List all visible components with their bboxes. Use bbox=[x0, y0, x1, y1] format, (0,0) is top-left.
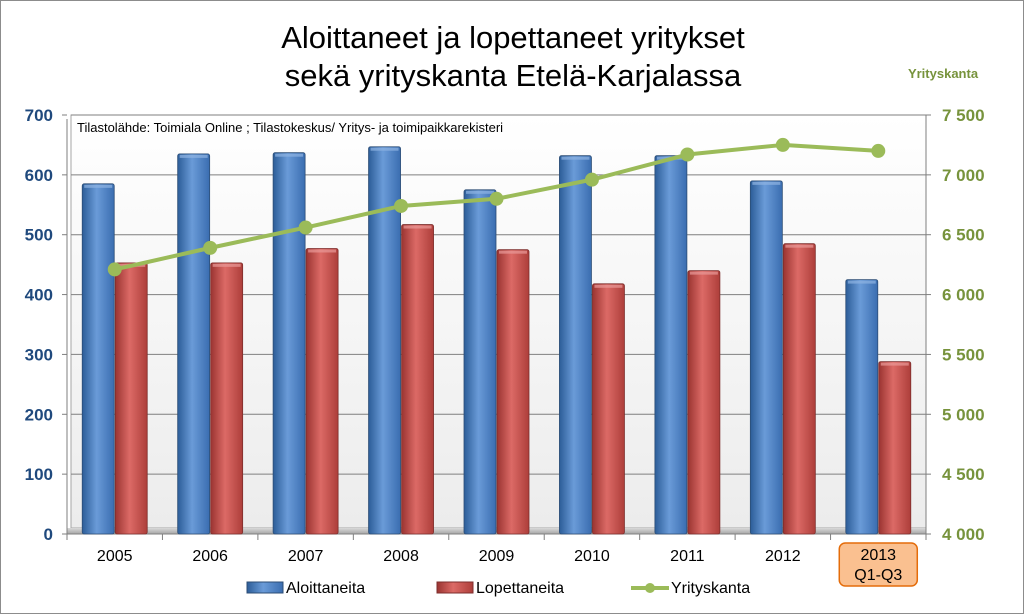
bar-started bbox=[463, 189, 497, 535]
bar-started-top bbox=[370, 147, 399, 151]
plot-floor bbox=[67, 528, 926, 534]
legend-swatch-started bbox=[246, 581, 284, 594]
bar-started bbox=[845, 279, 879, 535]
bar-started bbox=[654, 155, 688, 535]
bar-ended bbox=[592, 283, 625, 535]
bar-ended-top bbox=[880, 362, 909, 366]
stock-point bbox=[871, 143, 886, 158]
x-tick-label: 2006 bbox=[192, 548, 228, 565]
x-tick-label: Q1-Q3 bbox=[854, 567, 902, 584]
bar-ended bbox=[496, 249, 530, 535]
bar-ended bbox=[305, 248, 339, 535]
stock-point bbox=[680, 147, 695, 162]
left-tick-label: 600 bbox=[25, 166, 53, 185]
legend: Aloittaneita Lopettaneita Yrityskanta bbox=[246, 580, 750, 597]
right-tick-label: 5 500 bbox=[942, 345, 985, 364]
bar-ended-top bbox=[499, 250, 527, 254]
chart-title-line-2: sekä yrityskanta Etelä-Karjalassa bbox=[285, 58, 742, 93]
x-tick-label: 2008 bbox=[383, 548, 419, 565]
bar-started-top bbox=[752, 181, 781, 185]
bar-started bbox=[368, 146, 401, 535]
bar-ended-top bbox=[594, 284, 623, 288]
bar-started-top bbox=[847, 280, 876, 284]
bar-started-top bbox=[466, 190, 494, 194]
x-tick-label: 2012 bbox=[765, 548, 801, 565]
bars bbox=[81, 146, 912, 535]
bar-started bbox=[272, 152, 306, 535]
x-tick-label: 2011 bbox=[670, 548, 705, 565]
bar-started bbox=[749, 180, 783, 535]
x-tick-label: 2013 bbox=[860, 547, 896, 564]
bar-started bbox=[177, 153, 211, 535]
right-tick-label: 4 500 bbox=[942, 465, 985, 484]
bar-ended-top bbox=[308, 249, 337, 253]
bar-ended-top bbox=[212, 263, 241, 267]
bar-started-top bbox=[561, 156, 590, 160]
stock-point bbox=[775, 137, 790, 152]
source-note: Tilastolähde: Toimiala Online ; Tilastok… bbox=[77, 120, 503, 135]
legend-label-started: Aloittaneita bbox=[286, 580, 365, 597]
chart-title-line-1: Aloittaneet ja lopettaneet yritykset bbox=[281, 20, 745, 55]
stock-point bbox=[394, 198, 409, 213]
bar-ended bbox=[782, 243, 816, 535]
right-tick-label: 5 000 bbox=[942, 405, 985, 424]
legend-label-ended: Lopettaneita bbox=[476, 580, 564, 597]
x-tick-label: 2007 bbox=[288, 548, 324, 565]
left-tick-label: 500 bbox=[25, 226, 53, 245]
right-tick-label: 7 000 bbox=[942, 166, 985, 185]
bar-ended bbox=[210, 262, 244, 535]
stock-point bbox=[489, 191, 504, 206]
left-tick-label: 200 bbox=[25, 405, 53, 424]
stock-point bbox=[584, 172, 599, 187]
bar-started-top bbox=[179, 154, 208, 158]
legend-swatch-ended bbox=[436, 581, 474, 594]
right-tick-label: 4 000 bbox=[942, 525, 985, 544]
stock-point bbox=[107, 262, 122, 277]
right-tick-label: 6 500 bbox=[942, 226, 985, 245]
bar-ended-top bbox=[689, 271, 718, 275]
right-tick-label: 6 000 bbox=[942, 286, 985, 305]
bar-started bbox=[559, 155, 592, 535]
bar-ended bbox=[878, 361, 912, 535]
highlighted-category-box bbox=[838, 542, 919, 587]
bar-ended-top bbox=[785, 244, 814, 248]
bar-ended bbox=[687, 270, 721, 535]
left-tick-label: 0 bbox=[44, 525, 53, 544]
x-tick-label: 2009 bbox=[479, 548, 515, 565]
x-tick-label: 2005 bbox=[97, 548, 133, 565]
bar-ended bbox=[114, 262, 148, 535]
stock-line-series bbox=[107, 137, 886, 277]
left-tick-label: 100 bbox=[25, 465, 53, 484]
bar-started-top bbox=[275, 153, 304, 157]
bar-started bbox=[81, 183, 115, 535]
left-tick-label: 400 bbox=[25, 286, 53, 305]
y2-axis-title: Yrityskanta bbox=[908, 66, 979, 81]
right-axis-ticks: 4 000 4 500 5 000 5 500 6 000 6 500 7 000 7 500 bbox=[926, 106, 985, 544]
left-tick-label: 300 bbox=[25, 345, 53, 364]
x-tick-label: 2010 bbox=[574, 548, 610, 565]
right-tick-label: 7 500 bbox=[942, 106, 985, 125]
left-axis-ticks: 0 100 200 300 400 500 600 700 bbox=[25, 106, 67, 544]
stock-point bbox=[203, 240, 218, 255]
bar-started-top bbox=[84, 184, 113, 188]
left-tick-label: 700 bbox=[25, 106, 53, 125]
x-axis-ticks: 2005 2006 2007 2008 2009 2010 2011 2012 2013 Q1-Q… bbox=[66, 534, 927, 587]
bar-ended bbox=[401, 224, 434, 535]
stock-point bbox=[298, 220, 313, 235]
legend-swatch-stock-marker bbox=[645, 583, 655, 593]
bar-ended-top bbox=[403, 225, 432, 229]
legend-label-stock: Yrityskanta bbox=[671, 580, 750, 597]
